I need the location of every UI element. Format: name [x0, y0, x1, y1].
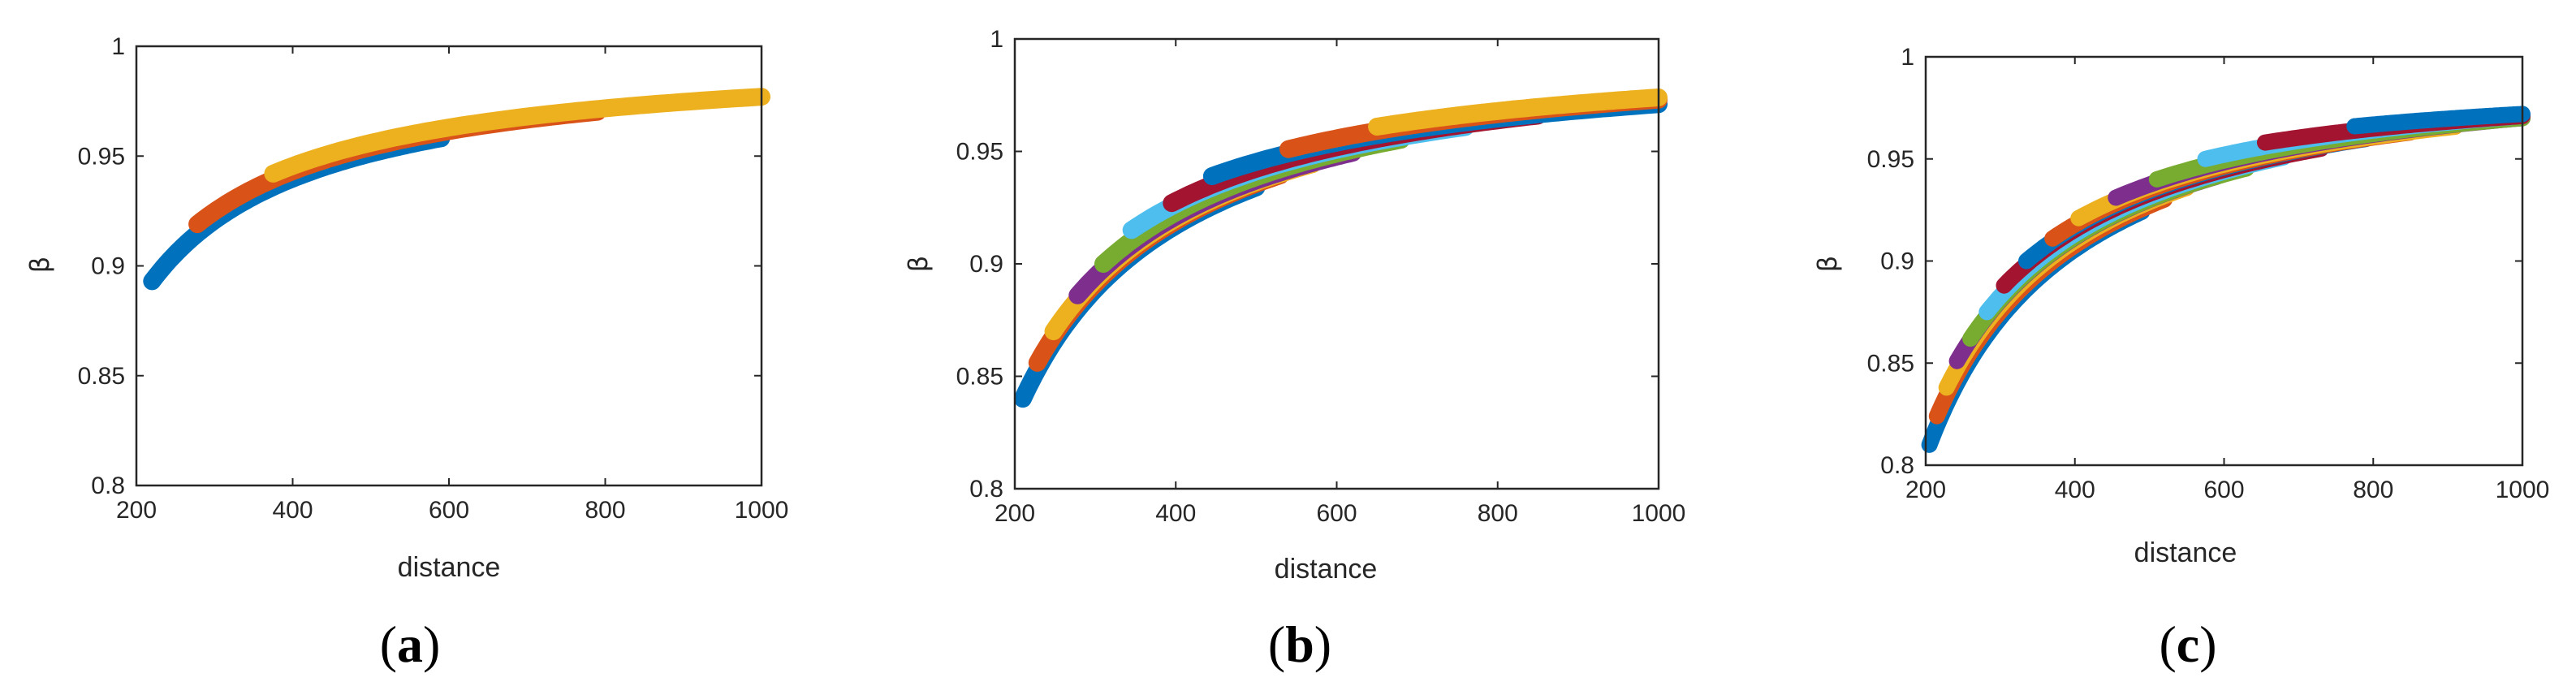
series-line-15: [2346, 106, 2531, 135]
x-tick-label: 1000: [735, 497, 789, 524]
y-tick-label: 1: [1901, 44, 1914, 71]
chart-panel-b: 200 400 600 800 1000 0.8 0.85 0.9 0.95 1 distance…: [903, 26, 1685, 673]
y-tick-label: 0.85: [78, 363, 125, 390]
y-tick-label: 0.8: [969, 476, 1003, 503]
x-tick-label: 200: [116, 497, 157, 524]
plot-area: 200 400 600 800 1000 0.8 0.85 0.9 0.95 1: [78, 33, 789, 524]
y-tick-label: 0.95: [78, 143, 125, 170]
y-tick-label: 0.95: [956, 139, 1003, 166]
y-tick-label: 0.95: [1867, 146, 1914, 173]
x-axis-label: distance: [1275, 554, 1378, 585]
x-tick-label: 400: [1155, 500, 1196, 527]
chart-panel-c: 200 400 600 800 1000 0.8 0.85 0.9 0.95 1 distance…: [1812, 44, 2549, 673]
panel-label: (c): [2159, 615, 2216, 673]
series-line-3: [264, 88, 770, 183]
y-axis-label: β: [903, 256, 934, 272]
y-tick-label: 1: [111, 33, 125, 60]
x-tick-label: 600: [429, 497, 469, 524]
y-tick-label: 0.9: [969, 251, 1003, 278]
plot-area: 200 400 600 800 1000 0.8 0.85 0.9 0.95 1: [1867, 44, 2550, 503]
x-tick-label: 600: [1316, 500, 1357, 527]
y-tick-label: 0.8: [91, 472, 125, 499]
x-tick-label: 400: [2055, 477, 2095, 503]
chart-panel-a: 200 400 600 800 1000 0.8 0.85 0.9 0.95 1 distance…: [24, 33, 788, 673]
series-line-10: [1368, 88, 1668, 136]
plot-area: 200 400 600 800 1000 0.8 0.85 0.9 0.95 1: [956, 26, 1686, 527]
x-tick-label: 1000: [1632, 500, 1686, 527]
series-group: [143, 88, 770, 291]
y-tick-label: 0.9: [1880, 248, 1914, 275]
x-axis-label: distance: [398, 552, 501, 583]
panel-letter: b: [1285, 615, 1314, 673]
panel-letter: c: [2177, 615, 2199, 673]
series-line-3: [1938, 179, 2195, 396]
y-tick-label: 0.85: [956, 364, 1003, 390]
series-group: [1921, 106, 2531, 453]
y-axis-label: β: [24, 257, 55, 273]
y-tick-label: 0.85: [1867, 350, 1914, 377]
x-tick-label: 1000: [2496, 477, 2550, 503]
y-tick-label: 0.8: [1880, 452, 1914, 479]
panel-letter: a: [397, 615, 423, 673]
x-axis-label: distance: [2134, 537, 2237, 568]
series-group: [1013, 88, 1668, 408]
x-tick-label: 800: [1478, 500, 1518, 527]
y-tick-label: 0.9: [91, 253, 125, 280]
x-tick-label: 400: [272, 497, 313, 524]
x-tick-label: 800: [585, 497, 625, 524]
panel-label: (b): [1268, 615, 1331, 673]
x-tick-label: 200: [1905, 477, 1946, 503]
axes-box: [135, 45, 763, 487]
x-tick-label: 800: [2353, 477, 2393, 503]
panel-label: (a): [380, 615, 441, 673]
y-tick-label: 1: [990, 26, 1003, 53]
x-tick-label: 200: [995, 500, 1035, 527]
x-tick-label: 600: [2203, 477, 2244, 503]
y-axis-label: β: [1812, 256, 1843, 272]
